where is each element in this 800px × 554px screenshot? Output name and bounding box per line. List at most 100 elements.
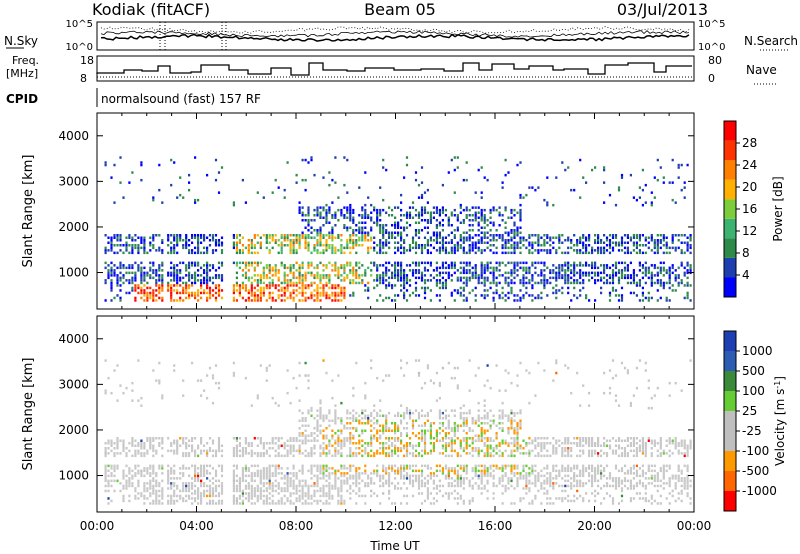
vel-cell [194, 469, 197, 473]
power-cell [659, 271, 662, 275]
power-cell [241, 296, 244, 300]
vel-cell [247, 492, 250, 495]
power-cell [158, 264, 161, 267]
power-cell [388, 261, 391, 265]
power-cell [295, 173, 298, 177]
vel-cell [331, 379, 334, 382]
power-cell [280, 264, 283, 267]
power-cell [328, 279, 331, 282]
power-cell [471, 229, 474, 232]
power-cell [289, 269, 292, 272]
vel-cell [125, 452, 128, 455]
power-cell [483, 214, 486, 217]
power-cell [280, 261, 283, 265]
vel-cell [319, 432, 322, 435]
power-cell [638, 269, 641, 272]
vel-cell [295, 484, 298, 488]
vel-cell [328, 452, 331, 455]
power-cell [188, 244, 191, 247]
power-cell [579, 251, 582, 255]
power-cell [358, 186, 361, 189]
power-cell [325, 234, 328, 237]
power-cell [161, 299, 164, 302]
power-cell [271, 269, 274, 272]
vel-cell [462, 419, 465, 422]
power-cell [408, 224, 412, 227]
power-cell [641, 294, 644, 297]
power-cell [513, 236, 516, 239]
power-cell [486, 224, 489, 227]
vel-cell [134, 464, 137, 468]
vel-cell [355, 427, 358, 430]
vel-cell [426, 414, 429, 417]
power-cell [110, 246, 113, 250]
power-cell [564, 261, 567, 265]
power-cell [435, 211, 438, 214]
vel-cell [376, 494, 379, 498]
power-cell [316, 274, 319, 277]
vel-cell [447, 422, 450, 425]
power-cell [614, 264, 618, 267]
vel-cell [161, 502, 164, 505]
vel-cell [423, 424, 427, 427]
vel-cell [400, 469, 403, 473]
power-cell [423, 226, 427, 229]
vel-cell [167, 499, 170, 503]
vel-cell [298, 434, 301, 437]
vel-cell [188, 444, 191, 447]
power-cell [310, 219, 313, 222]
power-cell [259, 236, 262, 239]
vel-cell [313, 427, 316, 430]
vel-cell [385, 422, 388, 425]
power-cell [259, 294, 262, 297]
power-cell [492, 224, 495, 227]
vel-cell [465, 472, 468, 475]
vel-cell [197, 447, 200, 450]
power-cell [417, 183, 421, 187]
power-cell [585, 244, 588, 247]
power-cell [119, 181, 122, 184]
power-cell [474, 286, 477, 290]
power-cell [271, 191, 274, 194]
vel-cell [471, 499, 474, 503]
vel-cell [382, 442, 385, 445]
power-cell [623, 269, 627, 272]
power-cell [119, 249, 122, 252]
power-cell [585, 261, 588, 265]
vel-cell [206, 449, 209, 453]
power-cell [558, 276, 561, 280]
power-cell [265, 264, 268, 267]
power-cell [349, 234, 352, 237]
power-cell [573, 244, 576, 247]
power-cell [373, 221, 376, 224]
power-cell [403, 281, 406, 285]
power-cell [543, 198, 546, 202]
vel-cell [107, 482, 110, 485]
vel-cell [307, 386, 310, 390]
power-cell [501, 236, 504, 239]
vel-cell [262, 489, 265, 493]
power-cell [444, 271, 447, 275]
vel-cell [146, 487, 149, 490]
power-cell [614, 266, 618, 270]
vel-cell [400, 439, 403, 442]
power-cell [462, 286, 465, 290]
vel-cell [343, 437, 346, 440]
power-cell [268, 266, 271, 270]
vel-cell [468, 482, 471, 485]
power-cell [346, 206, 349, 209]
vel-cell [197, 467, 200, 470]
power-cell [376, 214, 379, 217]
vel-cell [107, 497, 110, 500]
power-cell [298, 211, 301, 214]
power-cell [373, 208, 376, 212]
vel-cell [423, 434, 427, 437]
vel-cell [191, 444, 194, 447]
vel-cell [385, 419, 388, 422]
power-cell [668, 281, 671, 285]
vel-cell [423, 452, 427, 455]
power-cell [516, 264, 519, 267]
noise-left-tick-bottom: 10^0 [66, 42, 93, 53]
power-cell [417, 246, 421, 250]
power-cell [295, 276, 298, 280]
